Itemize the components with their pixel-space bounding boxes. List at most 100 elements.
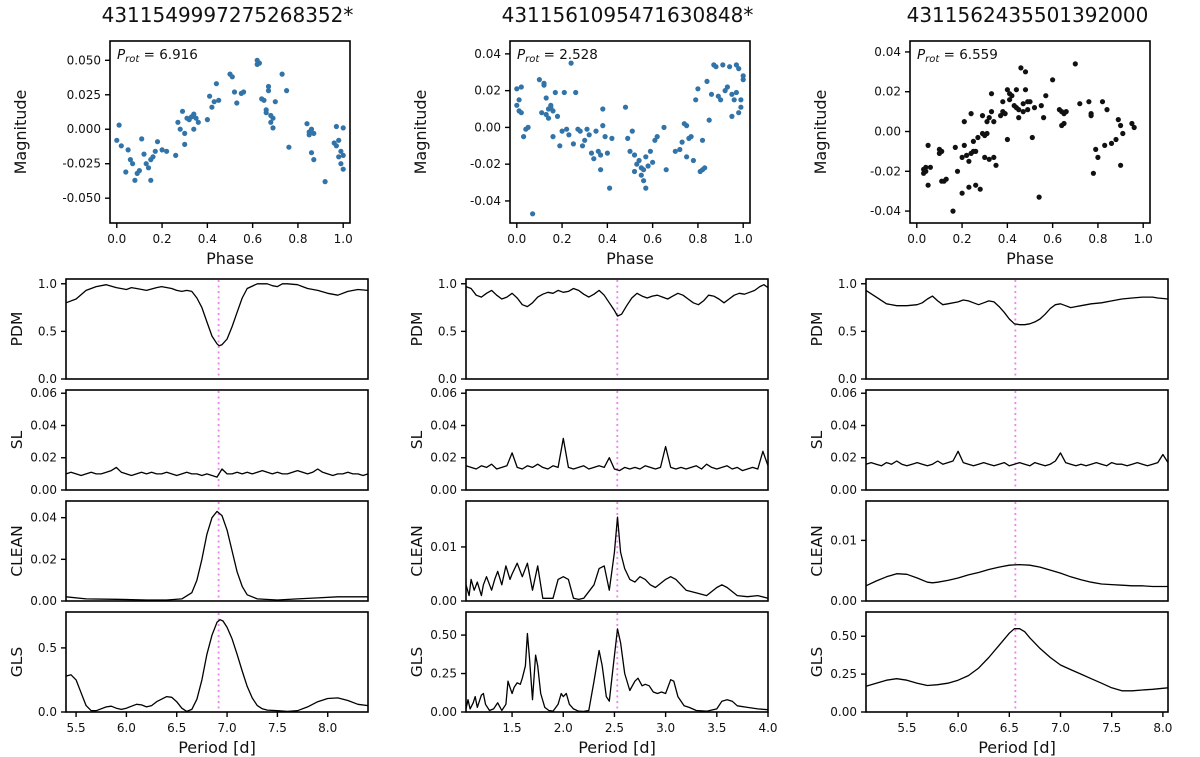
- svg-text:6.5: 6.5: [167, 721, 186, 735]
- svg-text:0.25: 0.25: [830, 667, 857, 681]
- svg-text:1.0: 1.0: [38, 277, 57, 291]
- star-charts-3: 0.04 0.02 0.00 -0.02 -0.04 0.0 0.2 0.4 0.6 0.8 1.0…: [808, 40, 1172, 757]
- svg-text:0.8: 0.8: [1088, 232, 1107, 246]
- clean-periodogram-panel: 0.00 0.01 CLEAN: [808, 500, 1169, 608]
- svg-text:0.2: 0.2: [553, 232, 572, 246]
- svg-text:0.04: 0.04: [430, 418, 457, 432]
- svg-text:6.0: 6.0: [949, 721, 968, 735]
- svg-text:0.0: 0.0: [507, 232, 526, 246]
- svg-text:0.6: 0.6: [243, 232, 262, 246]
- clean-curve: [465, 516, 769, 601]
- clean-axis-label: CLEAN: [408, 525, 426, 576]
- svg-text:0.00: 0.00: [874, 125, 901, 139]
- pdm-axis-label: PDM: [408, 312, 426, 347]
- svg-text:-0.02: -0.02: [870, 164, 901, 178]
- svg-text:0.0: 0.0: [838, 372, 857, 386]
- sl-periodogram-panel: 0.00 0.02 0.04 0.06 SL: [8, 386, 369, 497]
- pdm-curve: [465, 284, 769, 317]
- svg-text:7.0: 7.0: [1051, 721, 1070, 735]
- svg-text:5.5: 5.5: [67, 721, 86, 735]
- svg-text:3.0: 3.0: [656, 721, 675, 735]
- svg-text:6.0: 6.0: [117, 721, 136, 735]
- svg-text:0.00: 0.00: [430, 594, 457, 608]
- svg-text:2.0: 2.0: [554, 721, 573, 735]
- svg-text:0.04: 0.04: [874, 45, 901, 59]
- gls-curve: [65, 619, 369, 713]
- svg-text:0.0: 0.0: [38, 372, 57, 386]
- gls-curve: [465, 628, 769, 713]
- svg-text:0.2: 0.2: [153, 232, 172, 246]
- clean-curve: [65, 510, 368, 601]
- prot-annotation: Prot = 2.528: [517, 47, 598, 65]
- phase-scatter-plot: 0.050 0.025 0.000 -0.025 -0.050 0.0 0.2 0.4 0.6 0…: [11, 40, 353, 268]
- pdm-periodogram-panel: 0.0 0.5 1.0 PDM: [408, 277, 769, 386]
- clean-curve: [865, 563, 1168, 588]
- gls-periodogram-panel: 0.00 0.25 0.50 GLS 1.5 2.0 2.5 3.0 3.5 4.0 Period …: [408, 611, 778, 757]
- prot-annotation: Prot = 6.559: [917, 47, 998, 65]
- prot-annotation: Prot = 6.916: [117, 47, 198, 65]
- svg-text:1.0: 1.0: [1134, 232, 1153, 246]
- svg-text:8.0: 8.0: [1153, 721, 1172, 735]
- svg-text:1.0: 1.0: [838, 277, 857, 291]
- star-charts-1: 0.050 0.025 0.000 -0.025 -0.050 0.0 0.2 0.4 0.6 0…: [8, 40, 369, 757]
- svg-text:-0.04: -0.04: [470, 194, 501, 208]
- svg-text:0.5: 0.5: [438, 324, 457, 338]
- gls-periodogram-panel: 0.0 0.5 GLS 5.5 6.0 6.5 7.0 7.5 8.0 Period [d]: [8, 611, 369, 757]
- pdm-curve: [65, 283, 369, 347]
- svg-text:0.5: 0.5: [38, 324, 57, 338]
- pdm-axis-label: PDM: [8, 312, 26, 347]
- svg-text:2.5: 2.5: [605, 721, 624, 735]
- svg-text:0.0: 0.0: [438, 372, 457, 386]
- svg-text:7.5: 7.5: [1102, 721, 1121, 735]
- svg-text:0.00: 0.00: [30, 594, 57, 608]
- pdm-periodogram-panel: 0.0 0.5 1.0 PDM: [8, 277, 369, 386]
- pdm-periodogram-panel: 0.0 0.5 1.0 PDM: [808, 277, 1169, 386]
- star-column-3: 4311562435501392000 0.04 0.02 0.00 -0.02 -0.…: [800, 0, 1200, 757]
- svg-text:0.04: 0.04: [830, 418, 857, 432]
- svg-text:4.0: 4.0: [758, 721, 777, 735]
- clean-periodogram-panel: 0.00 0.01 CLEAN: [408, 500, 769, 608]
- svg-text:0.000: 0.000: [67, 122, 101, 136]
- svg-text:1.0: 1.0: [438, 277, 457, 291]
- svg-text:0.04: 0.04: [30, 418, 57, 432]
- sl-curve: [65, 466, 369, 478]
- phase-axis-label: Phase: [206, 249, 254, 268]
- svg-text:0.025: 0.025: [67, 88, 101, 102]
- svg-text:-0.02: -0.02: [470, 157, 501, 171]
- svg-text:0.5: 0.5: [838, 324, 857, 338]
- magnitude-axis-label: Magnitude: [411, 90, 430, 175]
- star-column-2: 4311561095471630848* 0.04 0.02 0.00 -0.02 -0…: [400, 0, 800, 757]
- star-id-title: 4311562435501392000: [906, 3, 1149, 27]
- star-id-title: 4311549997275268352*: [101, 3, 354, 27]
- svg-text:1.0: 1.0: [334, 232, 353, 246]
- svg-text:0.04: 0.04: [30, 511, 57, 525]
- magnitude-axis-label: Magnitude: [811, 90, 830, 175]
- svg-text:0.5: 0.5: [38, 641, 57, 655]
- svg-text:0.8: 0.8: [688, 232, 707, 246]
- svg-text:0.06: 0.06: [830, 386, 857, 400]
- sl-curve: [465, 437, 769, 472]
- svg-text:0.050: 0.050: [67, 53, 101, 67]
- svg-text:7.5: 7.5: [268, 721, 287, 735]
- star-id-title: 4311561095471630848*: [501, 3, 754, 27]
- svg-text:0.50: 0.50: [430, 628, 457, 642]
- svg-text:5.5: 5.5: [897, 721, 916, 735]
- svg-text:0.02: 0.02: [430, 451, 457, 465]
- magnitude-axis-label: Magnitude: [11, 90, 30, 175]
- svg-text:-0.050: -0.050: [62, 191, 101, 205]
- svg-text:0.6: 0.6: [1043, 232, 1062, 246]
- sl-periodogram-panel: 0.00 0.02 0.04 0.06 SL: [408, 386, 769, 497]
- svg-text:0.2: 0.2: [953, 232, 972, 246]
- svg-text:0.02: 0.02: [30, 451, 57, 465]
- svg-text:1.5: 1.5: [503, 721, 522, 735]
- svg-text:-0.04: -0.04: [870, 204, 901, 218]
- phase-axis-label: Phase: [1006, 249, 1054, 268]
- svg-text:6.5: 6.5: [1000, 721, 1019, 735]
- svg-text:0.0: 0.0: [107, 232, 126, 246]
- gls-periodogram-panel: 0.00 0.25 0.50 GLS 5.5 6.0 6.5 7.0 7.5 8.0 Period …: [808, 611, 1172, 757]
- svg-text:0.25: 0.25: [430, 667, 457, 681]
- svg-text:0.00: 0.00: [430, 705, 457, 719]
- svg-text:0.02: 0.02: [830, 451, 857, 465]
- svg-text:0.06: 0.06: [30, 386, 57, 400]
- phase-axis-label: Phase: [606, 249, 654, 268]
